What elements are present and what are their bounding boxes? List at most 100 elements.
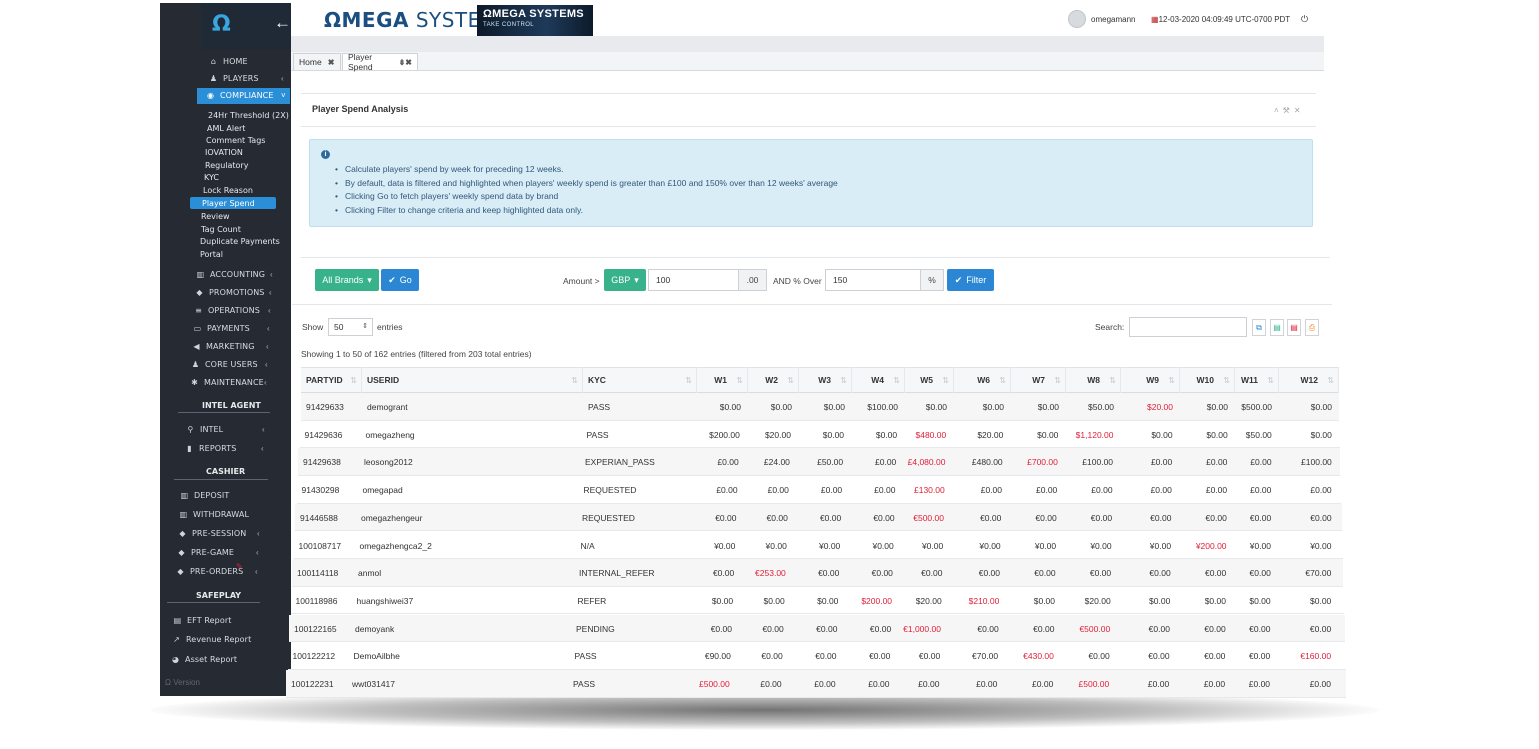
sidebar-item-pre-game[interactable]: ◆ PRE-GAME	[177, 548, 234, 557]
print-icon[interactable]: ⎙	[1305, 319, 1319, 336]
sidebar-sub-duplicate-payments[interactable]: Duplicate Payments	[200, 237, 280, 246]
sidebar-item-withdrawal[interactable]: ▥ WITHDRAWAL	[179, 510, 249, 519]
omega-logo-icon[interactable]: Ω	[212, 12, 231, 37]
column-header-w5[interactable]: W5 ⇅	[905, 367, 954, 393]
collapse-icon[interactable]: ˄	[1274, 106, 1283, 115]
table-row[interactable]	[292, 559, 1344, 587]
column-header-w8[interactable]: W8 ⇅	[1066, 367, 1121, 393]
sidebar-sub-threshold[interactable]: 24Hr Threshold (2X)	[208, 111, 289, 120]
sort-icon[interactable]: ⇅	[999, 375, 1006, 385]
table-cell-userid[interactable]: DemoAilbhe	[353, 651, 400, 662]
sidebar-item-reports[interactable]: ▮ REPORTS	[185, 444, 236, 453]
close-icon[interactable]: ✖	[327, 57, 335, 67]
table-cell-userid[interactable]: demogrant	[367, 402, 408, 412]
go-button[interactable]: ✔ Go	[381, 269, 419, 291]
column-header-w11[interactable]: W11 ⇅	[1235, 367, 1279, 393]
column-header-w3[interactable]: W3 ⇅	[799, 367, 852, 393]
sidebar-sub-portal[interactable]: Portal	[200, 250, 223, 259]
tab-player-spend[interactable]: Player Spend ⇟✖	[342, 52, 418, 72]
sort-icon[interactable]: ⇅	[571, 375, 578, 385]
sidebar-item-pre-orders[interactable]: ◆ PRE-ORDERS	[176, 567, 243, 576]
collapse-sidebar-icon[interactable]: ←	[274, 13, 291, 32]
brands-dropdown[interactable]: All Brands ▾	[315, 269, 379, 291]
power-icon[interactable]: ⏻	[1301, 14, 1309, 24]
column-header-w7[interactable]: W7 ⇅	[1011, 367, 1066, 393]
sidebar-item-marketing[interactable]: ◀ MARKETING	[192, 342, 255, 351]
pin-close-icon[interactable]: ⇟✖	[398, 57, 412, 67]
csv-icon[interactable]: ▤	[1270, 319, 1284, 336]
sidebar-item-operations[interactable]: ≡ OPERATIONS	[194, 306, 260, 315]
column-header-w4[interactable]: W4 ⇅	[852, 367, 905, 393]
table-cell-userid[interactable]: omegazheng	[365, 429, 415, 440]
sort-icon[interactable]: ⇅	[1267, 375, 1274, 385]
sort-icon[interactable]: ⇅	[1327, 375, 1334, 385]
table-row[interactable]	[290, 587, 1345, 615]
table-row[interactable]	[298, 448, 1341, 476]
sidebar-item-players[interactable]: ♟ PLAYERS	[209, 74, 259, 83]
search-input[interactable]	[1129, 317, 1247, 337]
column-header-w1[interactable]: W1 ⇅	[697, 367, 748, 393]
column-header-w9[interactable]: W9 ⇅	[1121, 367, 1180, 393]
sidebar-sub-aml-alert[interactable]: AML Alert	[207, 124, 246, 133]
table-row[interactable]	[286, 670, 1347, 698]
sort-icon[interactable]: ⇅	[736, 375, 743, 385]
sort-icon[interactable]: ⇅	[942, 375, 949, 385]
sidebar-sub-player-spend[interactable]: Player Spend	[202, 199, 255, 208]
currency-dropdown[interactable]: GBP ▾	[604, 269, 646, 291]
sidebar-item-compliance[interactable]: ◉ COMPLIANCE	[206, 91, 274, 100]
table-cell-userid[interactable]: demoyank	[355, 623, 395, 634]
avatar[interactable]	[1068, 10, 1086, 28]
table-row[interactable]	[295, 503, 1342, 532]
sidebar-item-home[interactable]: ⌂ HOME	[209, 57, 248, 66]
column-header-w2[interactable]: W2 ⇅	[748, 367, 799, 393]
pdf-icon[interactable]: ▤	[1287, 319, 1301, 336]
amount-input[interactable]: 100	[648, 269, 739, 291]
sidebar-item-payments[interactable]: ▭ PAYMENTS	[193, 324, 250, 333]
sidebar-sub-kyc[interactable]: KYC	[204, 173, 219, 182]
percent-input[interactable]: 150	[825, 269, 921, 291]
column-header-userid[interactable]: USERID ⇅	[362, 367, 583, 393]
sidebar-item-promotions[interactable]: ◆ PROMOTIONS	[195, 288, 264, 297]
sidebar-sub-regulatory[interactable]: Regulatory	[205, 161, 249, 170]
table-row[interactable]	[289, 614, 1345, 643]
sidebar-item-revenue-report[interactable]: ↗ Revenue Report	[172, 635, 251, 644]
table-cell-userid[interactable]: omegazhengeur	[361, 512, 423, 523]
sidebar-item-accounting[interactable]: ▥ ACCOUNTING	[196, 270, 265, 279]
filter-button[interactable]: ✔ Filter	[947, 269, 994, 291]
column-header-partyid[interactable]: PARTYID ⇅	[301, 367, 362, 393]
sort-icon[interactable]: ⇅	[1054, 375, 1061, 385]
entries-select[interactable]: 50 ⇕	[328, 318, 373, 336]
close-icon[interactable]: ✕	[1293, 106, 1305, 115]
sort-icon[interactable]: ⇅	[787, 375, 794, 385]
sidebar-sub-lock-reason[interactable]: Lock Reason	[203, 186, 253, 195]
sidebar-item-eft-report[interactable]: ▤ EFT Report	[173, 616, 232, 625]
tab-home[interactable]: Home ✖	[293, 53, 341, 70]
wrench-icon[interactable]: ⚒	[1282, 106, 1294, 115]
table-cell-userid[interactable]: omegazhengca2_2	[359, 540, 432, 551]
copy-icon[interactable]: ⧉	[1252, 319, 1266, 336]
table-cell-userid[interactable]: anmol	[358, 568, 382, 579]
table-cell-userid[interactable]: omegapad	[362, 485, 403, 496]
table-row[interactable]	[301, 393, 1339, 421]
table-cell-userid[interactable]: huangshiwei37	[356, 595, 414, 606]
sort-icon[interactable]: ⇅	[685, 375, 692, 385]
sidebar-item-intel[interactable]: ⚲ INTEL	[186, 425, 224, 434]
column-header-w12[interactable]: W12 ⇅	[1279, 367, 1339, 393]
table-cell-userid[interactable]: wwt031417	[352, 679, 396, 689]
sidebar-sub-tag-count[interactable]: Tag Count	[201, 225, 241, 234]
sidebar-item-maintenance[interactable]: ✱ MAINTENANCE	[190, 378, 264, 387]
column-header-kyc[interactable]: KYC ⇅	[583, 367, 697, 393]
table-row[interactable]	[293, 532, 1343, 560]
table-cell-userid[interactable]: leosong2012	[364, 457, 413, 468]
sidebar-sub-iovation[interactable]: IOVATION	[205, 148, 243, 157]
sort-icon[interactable]: ⇅	[350, 375, 357, 385]
sidebar-sub-review[interactable]: Review	[201, 212, 230, 221]
column-header-w10[interactable]: W10 ⇅	[1180, 367, 1235, 393]
sidebar-sub-comment-tags[interactable]: Comment Tags	[206, 136, 266, 145]
sidebar-item-core-users[interactable]: ♟ CORE USERS	[191, 360, 258, 369]
sidebar-item-asset-report[interactable]: ◕ Asset Report	[171, 655, 237, 664]
sort-icon[interactable]: ⇅	[840, 375, 847, 385]
column-header-w6[interactable]: W6 ⇅	[954, 367, 1011, 393]
sort-icon[interactable]: ⇅	[1223, 375, 1230, 385]
sidebar-item-pre-session[interactable]: ◆ PRE-SESSION	[178, 529, 246, 538]
